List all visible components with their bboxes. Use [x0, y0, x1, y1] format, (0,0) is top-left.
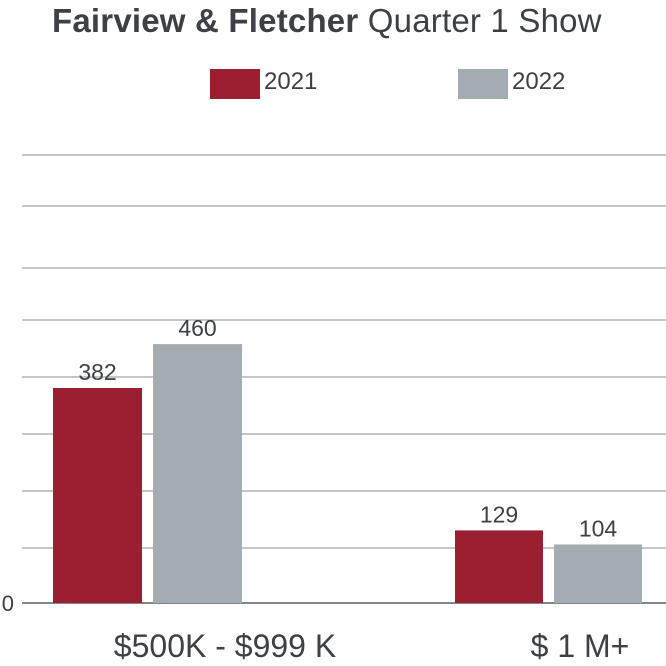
- y-tick-label-0: 0: [2, 591, 14, 616]
- data-label-2021-one-million-plus: 129: [480, 501, 518, 527]
- category-label-mid-range: $500K - $999 K: [114, 628, 336, 664]
- category-label-one-million-plus: $ 1 M+: [531, 628, 630, 664]
- bar-2022-one-million-plus: [554, 544, 642, 603]
- bar-2022-mid-range: [153, 344, 242, 603]
- bar-2021-one-million-plus: [455, 530, 543, 603]
- chart-title-rest: Quarter 1 Show: [358, 2, 602, 39]
- bar-2021-mid-range: [53, 388, 142, 603]
- chart-title-bold: Fairview & Fletcher: [52, 2, 359, 39]
- legend-label-2022: 2022: [512, 68, 566, 95]
- chart-title: Fairview & Fletcher Quarter 1 Show: [52, 2, 602, 40]
- data-label-2022-one-million-plus: 104: [579, 515, 618, 541]
- legend-swatch-2022: [458, 69, 508, 99]
- data-label-2022-mid-range: 460: [178, 315, 216, 341]
- data-label-2021-mid-range: 382: [78, 359, 116, 385]
- legend-label-2021: 2021: [264, 68, 318, 95]
- legend: 2021 2022: [0, 66, 666, 102]
- legend-swatch-2021: [210, 69, 260, 99]
